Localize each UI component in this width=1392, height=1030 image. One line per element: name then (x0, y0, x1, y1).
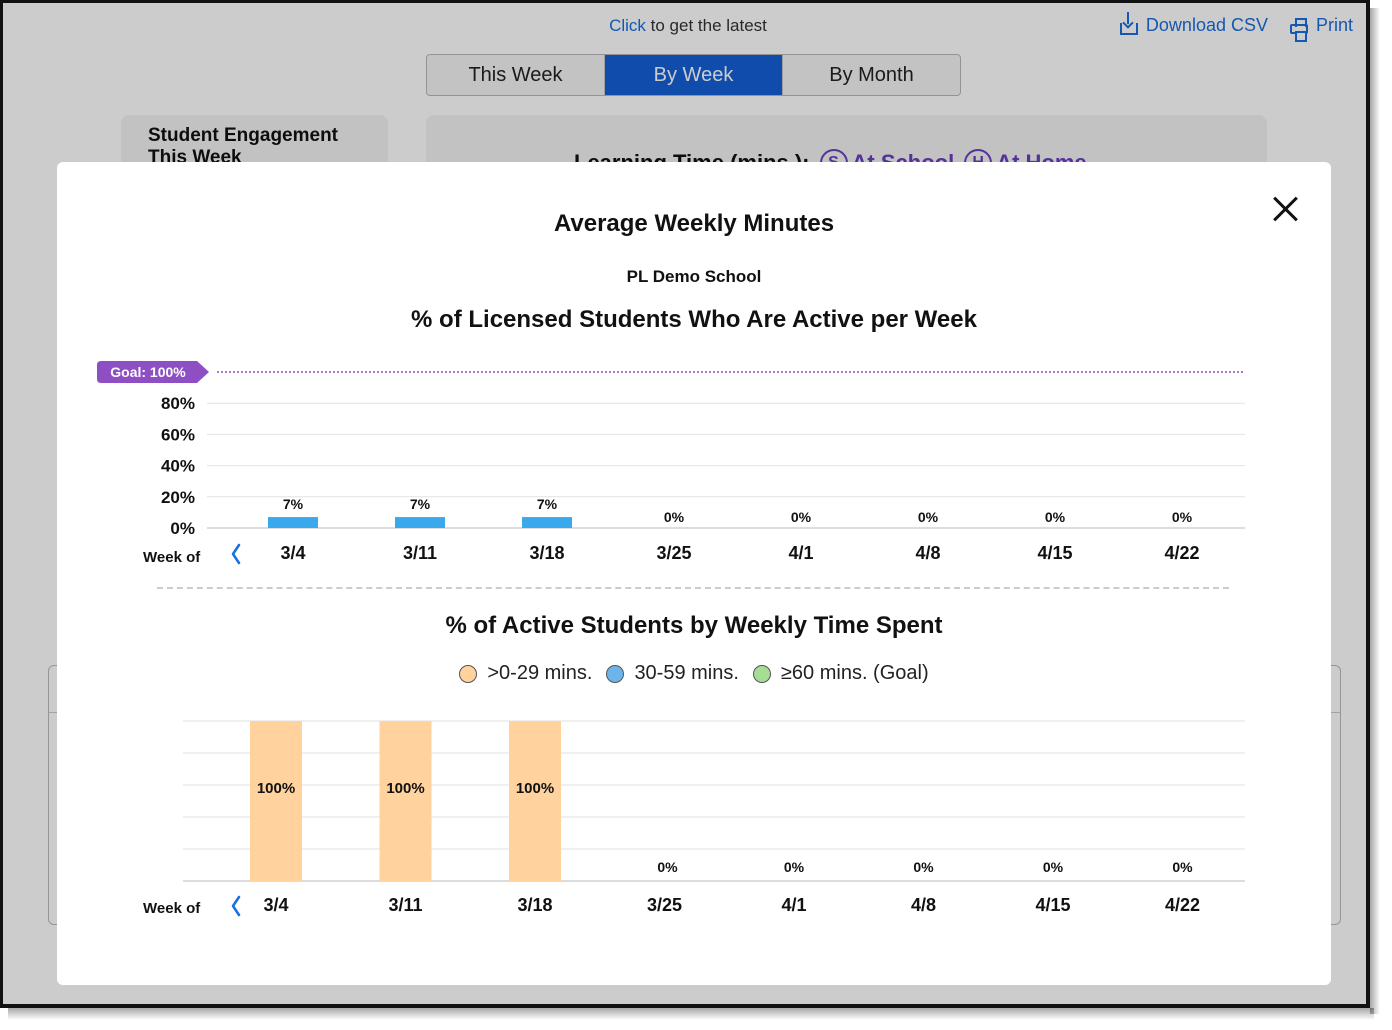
bar-value-label: 0% (791, 509, 812, 525)
school-name: PL Demo School (626, 267, 762, 286)
period-tabs: This Week By Week By Month (426, 54, 961, 96)
active-students-chart: 0% 20% 40% 60% 80% Goal: 100% 7% 3/4 7% 3/11 7% 3/1… (97, 361, 1245, 566)
x-tick-label: 3/18 (517, 895, 552, 915)
y-tick-label: 40% (161, 457, 195, 476)
bar-value-label: 7% (537, 496, 558, 512)
bar-value-label: 100% (386, 780, 424, 797)
legend-swatch-60-goal (752, 664, 771, 683)
previous-weeks-chevron-icon[interactable] (231, 543, 241, 565)
bar-value-label: 0% (1043, 859, 1064, 875)
refresh-hint: Click to get the latest (3, 16, 1366, 36)
x-tick-label: 3/25 (656, 543, 691, 563)
refresh-link[interactable]: Click (609, 16, 646, 35)
download-icon (1119, 11, 1138, 35)
download-csv-button[interactable]: Download CSV (1119, 11, 1268, 36)
time-spent-chart-title: % of Active Students by Weekly Time Spen… (445, 612, 943, 639)
bar-value-label: 0% (1045, 509, 1066, 525)
stacked-bar-segment (250, 721, 302, 881)
stacked-bar-segment (509, 721, 561, 881)
x-tick-label: 4/15 (1035, 895, 1070, 915)
top-actions: Download CSV Print (1119, 11, 1353, 42)
legend-swatch-30-59 (606, 664, 625, 683)
x-tick-label: 4/22 (1164, 543, 1199, 563)
chart-divider (157, 587, 1229, 589)
x-tick-label: 3/11 (388, 895, 422, 915)
x-axis-label: Week of (143, 900, 201, 917)
bar-value-label: 100% (516, 780, 554, 797)
y-tick-label: 20% (161, 488, 195, 507)
bar (395, 517, 445, 528)
legend-item-30-59: 30-59 mins. (606, 662, 739, 685)
legend-label-60-goal: ≥60 mins. (Goal) (780, 662, 929, 684)
tab-this-week[interactable]: This Week (427, 55, 605, 95)
bar-value-label: 0% (664, 509, 685, 525)
x-tick-label: 3/4 (263, 895, 288, 915)
x-tick-label: 3/25 (647, 895, 682, 915)
goal-label: Goal: 100% (110, 364, 186, 380)
bar-value-label: 0% (1172, 509, 1193, 525)
time-spent-legend: >0-29 mins. 30-59 mins. ≥60 mins. (Goal) (57, 662, 1331, 685)
modal-title: Average Weekly Minutes (553, 210, 835, 237)
bar (522, 517, 572, 528)
y-tick-label: 80% (161, 394, 195, 413)
window-frame: Click to get the latest Download CSV Pri… (0, 0, 1370, 1008)
x-tick-label: 4/22 (1165, 895, 1200, 915)
bar-value-label: 0% (657, 859, 678, 875)
tab-by-week[interactable]: By Week (605, 55, 783, 95)
bar-value-label: 0% (1172, 859, 1193, 875)
time-spent-chart: 100% 3/4 100% 3/11 100% 3/18 0% 3/25 0% 4/1 0% 4/8 0… (143, 720, 1245, 917)
goal-badge (97, 361, 209, 383)
x-tick-label: 3/4 (280, 543, 305, 563)
stacked-bar-segment (379, 721, 432, 881)
legend-label-30-59: 30-59 mins. (634, 662, 739, 684)
x-axis-label: Week of (143, 549, 201, 566)
bar-value-label: 7% (410, 496, 431, 512)
legend-label-0-29: >0-29 mins. (487, 662, 593, 684)
x-tick-label: 4/15 (1037, 543, 1072, 563)
engagement-title-line1: Student Engagement (148, 125, 339, 146)
legend-swatch-0-29 (459, 664, 478, 683)
tab-by-month[interactable]: By Month (829, 63, 914, 86)
bar-value-label: 0% (918, 509, 939, 525)
x-tick-label: 4/8 (911, 895, 936, 915)
bar (268, 517, 318, 528)
bar-value-label: 100% (257, 780, 295, 797)
y-tick-label: 60% (161, 425, 195, 444)
x-tick-label: 4/8 (915, 543, 940, 563)
print-button[interactable]: Print (1289, 15, 1353, 42)
legend-item-60-goal: ≥60 mins. (Goal) (752, 662, 929, 685)
x-tick-label: 4/1 (781, 895, 806, 915)
x-tick-label: 3/11 (403, 543, 437, 563)
printer-icon (1289, 17, 1308, 42)
x-tick-label: 3/18 (529, 543, 564, 563)
bar-value-label: 0% (913, 859, 934, 875)
active-students-chart-title: % of Licensed Students Who Are Active pe… (411, 306, 977, 333)
x-tick-label: 4/1 (788, 543, 813, 563)
print-label: Print (1315, 15, 1353, 35)
download-csv-label: Download CSV (1145, 15, 1268, 35)
refresh-hint-text: to get the latest (650, 16, 767, 35)
previous-weeks-chevron-icon[interactable] (231, 895, 241, 917)
average-weekly-minutes-modal: Average Weekly Minutes PL Demo School % … (57, 162, 1331, 985)
bar-value-label: 0% (784, 859, 805, 875)
bar-value-label: 7% (283, 496, 304, 512)
legend-item-0-29: >0-29 mins. (459, 662, 592, 685)
y-tick-label: 0% (170, 519, 195, 538)
